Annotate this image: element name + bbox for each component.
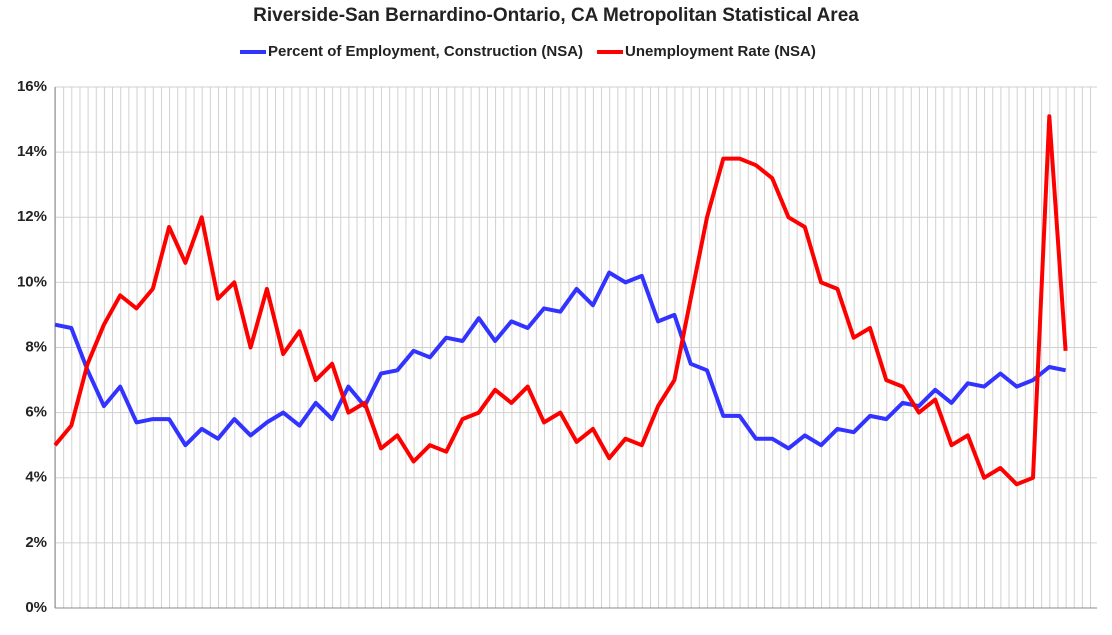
y-tick-label: 10% [17,273,47,290]
legend-label: Percent of Employment, Construction (NSA… [268,43,583,60]
y-tick-label: 4% [25,469,47,486]
legend-label: Unemployment Rate (NSA) [625,43,816,60]
y-tick-label: 0% [25,599,47,616]
series-line [54,270,1066,451]
y-tick-label: 12% [17,208,47,225]
y-tick-label: 14% [17,143,47,160]
y-tick-label: 16% [17,78,47,95]
y-tick-label: 2% [25,534,47,551]
y-tick-label: 8% [25,338,47,355]
chart-title: Riverside-San Bernardino-Ontario, CA Met… [253,5,859,26]
series-line [53,114,1068,487]
y-tick-label: 6% [25,404,47,421]
